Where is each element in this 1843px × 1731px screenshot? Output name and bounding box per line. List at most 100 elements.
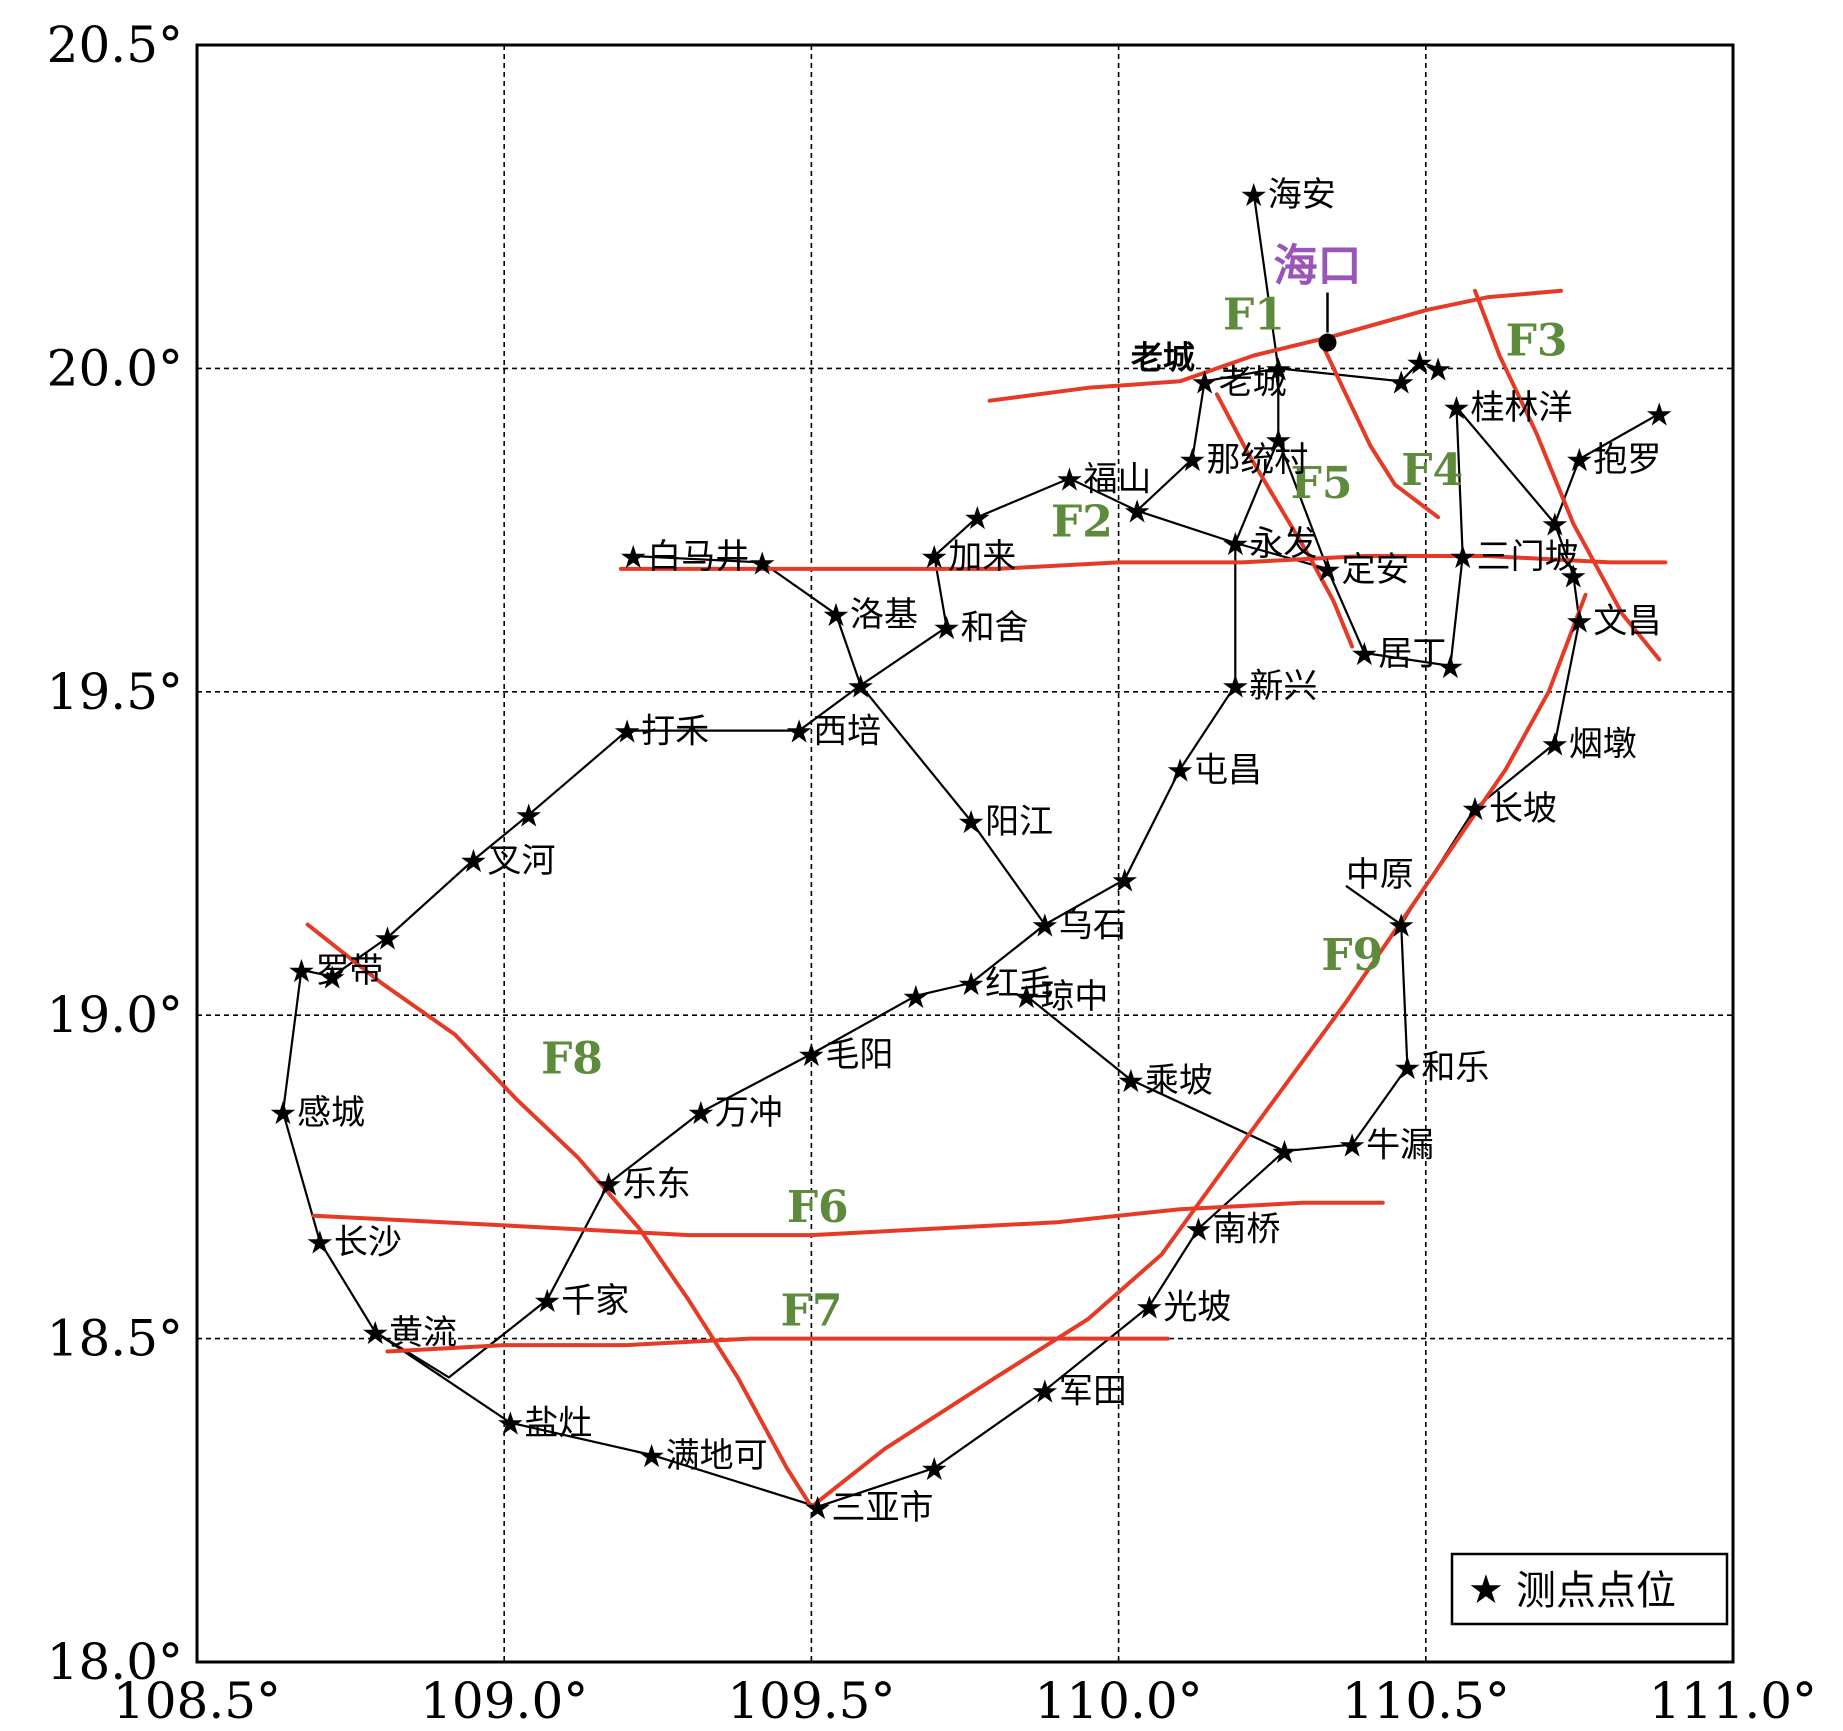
station-star-icon: ★	[514, 797, 543, 835]
y-tick-label: 18.5°	[47, 1310, 183, 1368]
fault-line-f7	[385, 1336, 1170, 1354]
station-star-icon: ★	[932, 609, 961, 647]
fault-line-f9	[809, 592, 1588, 1509]
survey-route-line	[1025, 994, 1285, 1152]
x-tick-label: 111.0°	[1649, 1672, 1817, 1727]
station-star-icon: ★	[459, 842, 488, 880]
fault-label-f8: F8	[541, 1033, 603, 1084]
station-label: 三门坡	[1477, 537, 1579, 577]
survey-network-lines	[281, 193, 1660, 1508]
station-label: 文昌	[1593, 602, 1661, 642]
survey-route-line	[1204, 360, 1439, 383]
fault-line-f2	[618, 554, 1668, 571]
station-label: 琼中	[1040, 977, 1108, 1017]
station-star-icon: ★	[1031, 907, 1060, 945]
station-star-icon: ★	[1393, 1049, 1422, 1087]
station-star-icon: ★	[533, 1282, 562, 1320]
station-star-icon: ★	[1264, 422, 1293, 460]
station-label: 满地可	[666, 1436, 768, 1476]
station-label: 千家	[561, 1281, 629, 1321]
station-label: 白马井	[647, 537, 749, 577]
station-label: 福山	[1083, 459, 1151, 499]
station-star-icon: ★	[1110, 861, 1139, 899]
fault-line-f3	[1473, 288, 1662, 662]
station-label: 老城	[1219, 362, 1287, 402]
station-label: 定安	[1341, 550, 1409, 590]
station-label: 居丁	[1378, 634, 1446, 674]
station-star-icon: ★	[1565, 441, 1594, 479]
fault-line-f8	[305, 922, 814, 1509]
station-star-icon: ★	[613, 713, 642, 751]
station-star-icon: ★	[803, 1489, 832, 1527]
station-star-icon: ★	[686, 1094, 715, 1132]
y-tick-label: 20.5°	[47, 16, 183, 74]
station-label: 和乐	[1421, 1048, 1489, 1088]
station-star-icon: ★	[797, 1036, 826, 1074]
station-star-icon: ★	[1221, 667, 1250, 705]
station-label: 感城	[297, 1093, 365, 1133]
station-label: 洛基	[850, 595, 918, 635]
station-star-icon: ★	[822, 596, 851, 634]
station-label: 罗带	[315, 951, 383, 991]
station-star-icon: ★	[1387, 363, 1416, 401]
station-star-icon: ★	[1461, 790, 1490, 828]
station-label: 永发	[1249, 524, 1317, 564]
station-label: 烟墩	[1569, 725, 1637, 765]
fault-label-f6: F6	[787, 1182, 849, 1233]
station-star-icon: ★	[748, 544, 777, 582]
station-star-icon: ★	[1565, 603, 1594, 641]
y-tick-label: 19.5°	[47, 663, 183, 721]
station-label: 抱罗	[1593, 440, 1661, 480]
grid-lines	[197, 45, 1733, 1662]
station-star-icon: ★	[957, 965, 986, 1003]
station-star-icon: ★	[1350, 635, 1379, 673]
station-star-icon: ★	[1645, 396, 1674, 434]
place-label: 老城	[1131, 338, 1195, 376]
place-label: 中原	[1346, 855, 1414, 895]
station-star-icon: ★	[1055, 460, 1084, 498]
y-tick-label: 20.0°	[47, 339, 183, 397]
station-star-icon: ★	[1405, 344, 1434, 382]
fault-line-f5	[1214, 392, 1355, 649]
station-star-icon: ★	[1448, 538, 1477, 576]
survey-route-line	[281, 193, 1280, 1379]
station-star-icon: ★	[963, 499, 992, 537]
station-label: 盐灶	[524, 1404, 592, 1444]
legend-star-icon: ★	[1468, 1567, 1504, 1613]
station-label: 毛阳	[825, 1035, 893, 1075]
station-label: 打禾	[641, 712, 709, 752]
legend-frame	[1450, 1552, 1729, 1626]
legend-label: 测点点位	[1516, 1568, 1676, 1614]
x-tick-label: 108.5°	[113, 1672, 281, 1727]
station-star-icon: ★	[594, 1165, 623, 1203]
station-label: 乌石	[1059, 906, 1127, 946]
station-star-icon: ★	[269, 1094, 298, 1132]
station-label: 光坡	[1163, 1287, 1231, 1327]
fault-label-f4: F4	[1401, 445, 1463, 496]
x-tick-label: 109.5°	[727, 1672, 895, 1727]
station-star-icon: ★	[920, 538, 949, 576]
city-label-haikou: 海口	[1273, 241, 1361, 292]
station-star-icon: ★	[1387, 907, 1416, 945]
fault-label-f2: F2	[1051, 497, 1113, 548]
survey-route-line	[1277, 439, 1329, 570]
station-star-icon: ★	[957, 803, 986, 841]
x-tick-label: 109.0°	[420, 1672, 588, 1727]
station-star-icon: ★	[1540, 506, 1569, 544]
station-label: 三亚市	[832, 1488, 934, 1528]
station-label: 军田	[1059, 1371, 1127, 1411]
station-star-icon: ★	[1012, 978, 1041, 1016]
station-label: 乘坡	[1145, 1061, 1213, 1101]
station-star-icon: ★	[1184, 1211, 1213, 1249]
station-label: 南桥	[1212, 1210, 1280, 1250]
survey-route-line	[633, 381, 1206, 688]
fault-label-f9: F9	[1321, 930, 1383, 981]
station-star-icon: ★	[1540, 726, 1569, 764]
fault-lines	[305, 288, 1668, 1509]
station-star-icon: ★	[1424, 350, 1453, 388]
station-label: 黄流	[389, 1313, 457, 1353]
station-star-icon: ★	[306, 1224, 335, 1262]
